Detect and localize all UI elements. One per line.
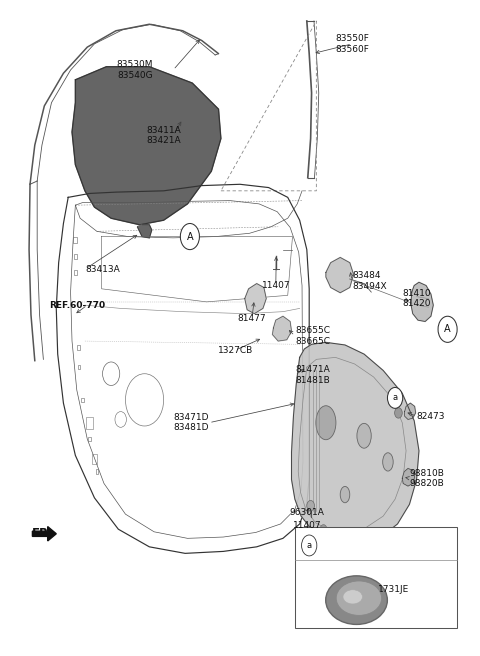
Circle shape <box>395 407 402 418</box>
Circle shape <box>301 535 317 556</box>
Text: 83530M
83540G: 83530M 83540G <box>117 60 153 79</box>
Bar <box>74 270 77 275</box>
Ellipse shape <box>343 590 362 604</box>
Text: 83413A: 83413A <box>85 265 120 274</box>
Polygon shape <box>405 403 416 419</box>
Bar <box>81 398 84 402</box>
Ellipse shape <box>383 453 393 471</box>
Text: a: a <box>393 394 397 402</box>
Polygon shape <box>411 282 433 321</box>
Bar <box>77 345 80 350</box>
Polygon shape <box>72 67 221 225</box>
Text: A: A <box>444 324 451 335</box>
Bar <box>74 253 77 258</box>
Circle shape <box>307 501 314 511</box>
Text: 83471D
83481D: 83471D 83481D <box>173 413 209 432</box>
Polygon shape <box>245 283 266 314</box>
Text: 82473: 82473 <box>417 412 445 420</box>
Text: REF.60-770: REF.60-770 <box>49 300 105 310</box>
Ellipse shape <box>340 486 350 502</box>
Polygon shape <box>273 316 291 341</box>
Text: a: a <box>337 583 343 592</box>
Text: 81477: 81477 <box>238 314 266 323</box>
Bar <box>88 437 91 441</box>
FancyArrow shape <box>33 527 56 541</box>
Ellipse shape <box>336 581 382 615</box>
Text: 83655C
83665C: 83655C 83665C <box>295 326 330 346</box>
Text: 96301A: 96301A <box>289 508 324 517</box>
Bar <box>73 237 77 243</box>
Ellipse shape <box>357 423 371 448</box>
Polygon shape <box>326 257 354 293</box>
Text: FR.: FR. <box>32 527 53 541</box>
Circle shape <box>180 224 199 250</box>
Circle shape <box>320 525 327 534</box>
Text: A: A <box>187 232 193 241</box>
Text: 81471A
81481B: 81471A 81481B <box>295 365 330 384</box>
Text: 81410
81420: 81410 81420 <box>402 289 431 308</box>
Text: 83411A
83421A: 83411A 83421A <box>146 125 181 145</box>
Text: a: a <box>307 541 312 550</box>
Text: 11407: 11407 <box>292 521 321 530</box>
Ellipse shape <box>326 576 387 625</box>
Text: 1327CB: 1327CB <box>217 346 253 355</box>
Text: 83550F
83560F: 83550F 83560F <box>335 34 369 54</box>
Polygon shape <box>137 225 152 238</box>
Text: 83484
83494X: 83484 83494X <box>352 272 387 291</box>
Ellipse shape <box>316 405 336 440</box>
Text: 11407: 11407 <box>262 281 290 290</box>
Bar <box>77 365 80 369</box>
Bar <box>92 454 97 464</box>
Polygon shape <box>402 468 415 486</box>
Polygon shape <box>291 342 419 544</box>
Bar <box>86 417 94 428</box>
Circle shape <box>438 316 457 342</box>
Bar <box>295 527 457 628</box>
Circle shape <box>333 577 348 598</box>
Bar <box>96 470 98 474</box>
Text: 1731JE: 1731JE <box>378 584 409 594</box>
Circle shape <box>387 388 403 408</box>
Text: 98810B
98820B: 98810B 98820B <box>409 468 444 488</box>
